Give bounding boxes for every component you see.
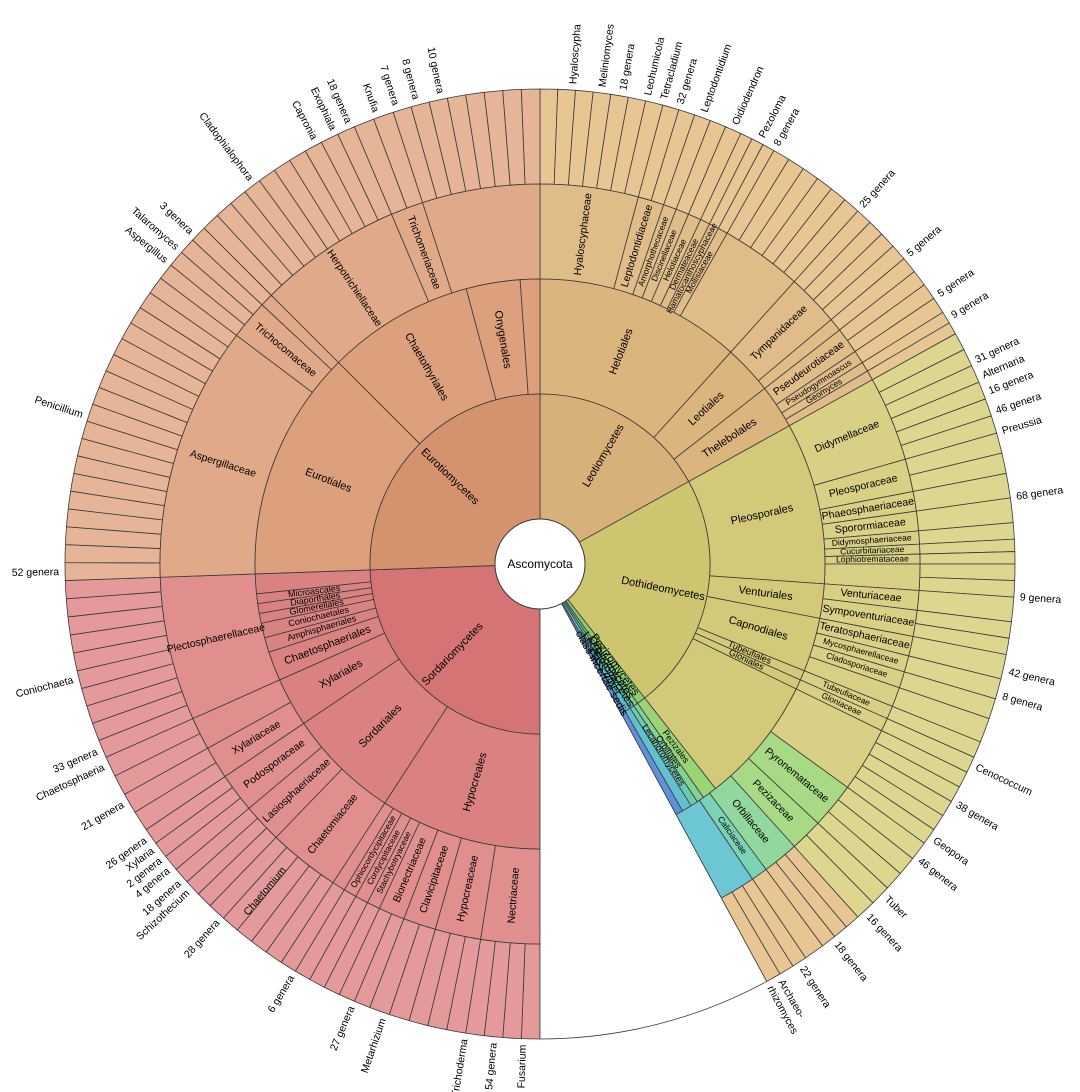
- genus-label: Hyaloscypha: [567, 24, 583, 85]
- family-label: Lophiotremataceae: [836, 553, 909, 564]
- family-label: Nectriaceae: [506, 867, 522, 924]
- genus-label: 54 genera: [483, 1042, 499, 1090]
- genus-label: 10 genera: [425, 46, 447, 95]
- root-label: Ascomycota: [507, 557, 573, 571]
- genus-label: Tuber: [882, 894, 910, 922]
- family-label: Venturiaceae: [840, 587, 902, 605]
- genus-label: 68 genera: [1015, 484, 1064, 502]
- genus-label: 6 genera: [266, 973, 298, 1015]
- genus-label: 5 genera: [904, 223, 944, 259]
- genus-label: 7 genera: [377, 64, 401, 107]
- genus-label: 25 genera: [857, 167, 898, 210]
- genus-label: 38 genera: [954, 799, 1001, 833]
- genus-label: Trichoderma: [449, 1038, 470, 1092]
- family-label: Cucurbitariaceae: [840, 544, 905, 557]
- root-node[interactable]: [494, 518, 586, 610]
- genus-label: Leptodontidium: [699, 42, 735, 114]
- genus-label: Knufia: [360, 82, 382, 114]
- genus-label: 18 genera: [617, 42, 637, 91]
- genus-label: Geopora: [931, 835, 971, 868]
- genus-label: Cenococcum: [973, 762, 1034, 799]
- genus-label: 5 genera: [935, 267, 976, 300]
- genus-label: 9 genera: [1019, 591, 1061, 606]
- genus-label: Cladophialophora: [196, 110, 255, 183]
- genus-label: 46 genera: [994, 390, 1043, 416]
- genus-label: 8 genera: [399, 58, 421, 101]
- genus-label: Penicillium: [33, 394, 85, 421]
- class-ring: [369, 393, 768, 1040]
- genus-segment[interactable]: [64, 562, 161, 581]
- genus-segment[interactable]: [520, 88, 541, 185]
- genus-label: Coniochaeta: [15, 674, 75, 700]
- genus-label: Meliniomyces: [597, 23, 617, 88]
- genus-label: 22 genera: [797, 964, 833, 1010]
- genus-label: Preussia: [1001, 414, 1044, 437]
- genus-label: 21 genera: [79, 799, 126, 833]
- genus-label: 46 genera: [915, 855, 960, 894]
- genus-label: 27 genera: [328, 1004, 358, 1052]
- genus-label: Metarhizium: [359, 1017, 389, 1075]
- genus-label: 28 genera: [182, 917, 223, 960]
- genus-label: Oidiodendron: [730, 64, 767, 127]
- genus-label: 52 genera: [12, 566, 60, 579]
- order-ring: [254, 278, 826, 850]
- genus-label: 8 genera: [1001, 691, 1044, 714]
- genus-label: 42 genera: [1007, 666, 1056, 688]
- genus-label: 18 genera: [832, 939, 871, 984]
- genus-segment[interactable]: [919, 551, 1016, 565]
- genus-label: 9 genera: [949, 290, 991, 322]
- genus-label: Fusarium: [515, 1044, 529, 1088]
- family-ring: [159, 183, 921, 945]
